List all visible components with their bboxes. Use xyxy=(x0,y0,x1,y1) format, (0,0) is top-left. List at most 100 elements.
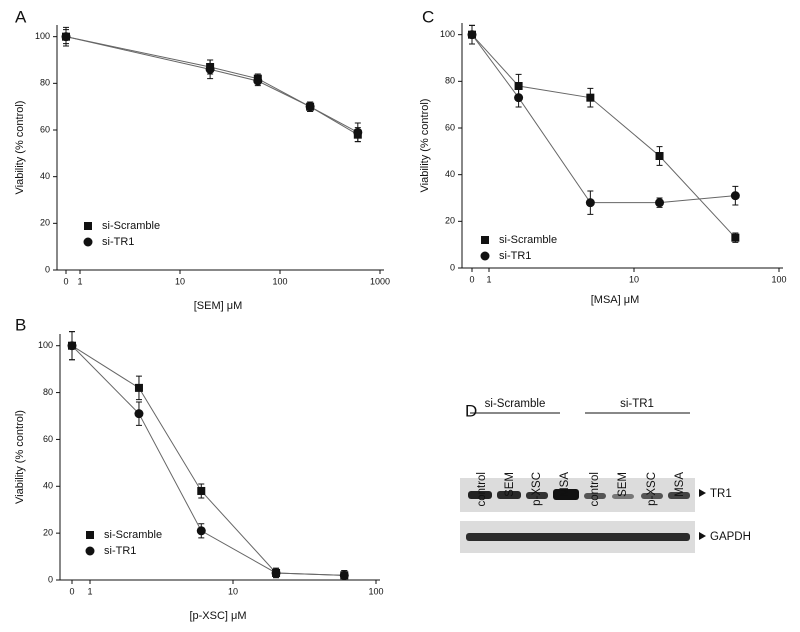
y-tick-label: 100 xyxy=(38,340,53,350)
y-tick-label: 0 xyxy=(48,574,53,584)
y-tick-label: 20 xyxy=(40,218,50,228)
blot-image xyxy=(460,412,706,553)
curve xyxy=(65,36,359,133)
y-tick-label: 0 xyxy=(45,264,50,274)
legend-label: si-TR1 xyxy=(102,236,134,248)
arrowhead xyxy=(699,489,706,497)
panel-letter: A xyxy=(15,7,27,26)
y-tick-label: 60 xyxy=(40,124,50,134)
y-tick-label: 80 xyxy=(40,78,50,88)
legend-marker xyxy=(481,236,489,244)
lane-label: p-XSC xyxy=(531,472,543,506)
x-tick-label: 1 xyxy=(87,586,92,596)
y-tick-label: 40 xyxy=(445,169,455,179)
marker xyxy=(514,82,523,90)
marker xyxy=(655,152,664,160)
y-tick-label: 0 xyxy=(450,262,455,272)
curve xyxy=(65,36,359,136)
band xyxy=(526,492,548,499)
lane-label: p-XSC xyxy=(646,472,658,506)
legend-marker xyxy=(86,531,94,539)
lane-label: control xyxy=(476,472,488,507)
marker xyxy=(586,93,595,102)
lane-label: SEM xyxy=(504,472,516,497)
marker xyxy=(271,568,281,578)
band xyxy=(668,492,690,499)
band xyxy=(468,491,492,499)
x-axis-label: [MSA] μM xyxy=(591,294,640,306)
band xyxy=(497,491,521,499)
lane-label: MSA xyxy=(559,472,571,497)
y-axis-label: Viability (% control) xyxy=(14,410,26,504)
band-label: GAPDH xyxy=(710,531,751,543)
legend-marker xyxy=(480,251,490,261)
y-tick-label: 20 xyxy=(43,528,53,538)
legend-marker xyxy=(83,237,93,247)
marker xyxy=(67,341,77,351)
marker xyxy=(514,93,524,103)
marker xyxy=(467,30,477,40)
legend-label: si-Scramble xyxy=(102,220,160,232)
x-tick-label: 10 xyxy=(175,276,185,286)
marker xyxy=(61,32,71,42)
band xyxy=(584,493,606,499)
y-axis-label: Viability (% control) xyxy=(419,99,431,193)
lane-label: control xyxy=(589,472,601,507)
marker xyxy=(339,570,349,580)
curve xyxy=(471,34,736,239)
y-tick-label: 40 xyxy=(40,171,50,181)
marker xyxy=(196,526,206,536)
x-tick-label: 1 xyxy=(77,276,82,286)
y-tick-label: 60 xyxy=(43,434,53,444)
marker xyxy=(655,198,665,208)
legend-marker xyxy=(85,546,95,556)
panel-letter: C xyxy=(422,7,434,26)
marker xyxy=(134,383,143,392)
group-label: si-Scramble xyxy=(485,398,546,410)
x-axis-label: [SEM] μM xyxy=(194,300,243,312)
legend-label: si-TR1 xyxy=(104,545,136,557)
marker xyxy=(730,191,740,201)
x-tick-label: 0 xyxy=(469,274,474,284)
legend-label: si-Scramble xyxy=(499,234,557,246)
y-tick-label: 100 xyxy=(440,29,455,39)
x-tick-label: 10 xyxy=(629,274,639,284)
marker xyxy=(731,233,740,242)
x-tick-label: 0 xyxy=(63,276,68,286)
x-tick-label: 0 xyxy=(69,586,74,596)
arrowhead xyxy=(699,532,706,540)
x-tick-label: 1 xyxy=(486,274,491,284)
group-label: si-TR1 xyxy=(620,398,654,410)
y-tick-label: 80 xyxy=(445,76,455,86)
x-axis-label: [p-XSC] μM xyxy=(189,610,246,622)
band-label: TR1 xyxy=(710,488,732,500)
x-tick-label: 100 xyxy=(771,274,786,284)
x-tick-label: 10 xyxy=(228,586,238,596)
y-tick-label: 100 xyxy=(35,31,50,41)
panel-letter: D xyxy=(465,401,477,420)
x-tick-label: 100 xyxy=(368,586,383,596)
marker xyxy=(197,486,206,495)
lane-label: MSA xyxy=(674,472,686,497)
y-tick-label: 40 xyxy=(43,481,53,491)
legend-label: si-TR1 xyxy=(499,250,531,262)
legend-marker xyxy=(84,222,92,230)
y-tick-label: 60 xyxy=(445,122,455,132)
band xyxy=(641,493,663,499)
y-tick-label: 80 xyxy=(43,387,53,397)
y-axis-label: Viability (% control) xyxy=(14,101,26,195)
marker xyxy=(253,76,263,86)
legend-label: si-Scramble xyxy=(104,529,162,541)
curve xyxy=(471,34,736,204)
marker xyxy=(585,198,595,208)
x-tick-label: 100 xyxy=(272,276,287,286)
y-tick-label: 20 xyxy=(445,216,455,226)
band xyxy=(612,494,634,499)
band xyxy=(553,489,579,500)
band xyxy=(466,533,690,541)
x-tick-label: 1000 xyxy=(370,276,390,286)
marker xyxy=(305,102,315,112)
marker xyxy=(134,409,144,419)
marker xyxy=(205,64,215,74)
